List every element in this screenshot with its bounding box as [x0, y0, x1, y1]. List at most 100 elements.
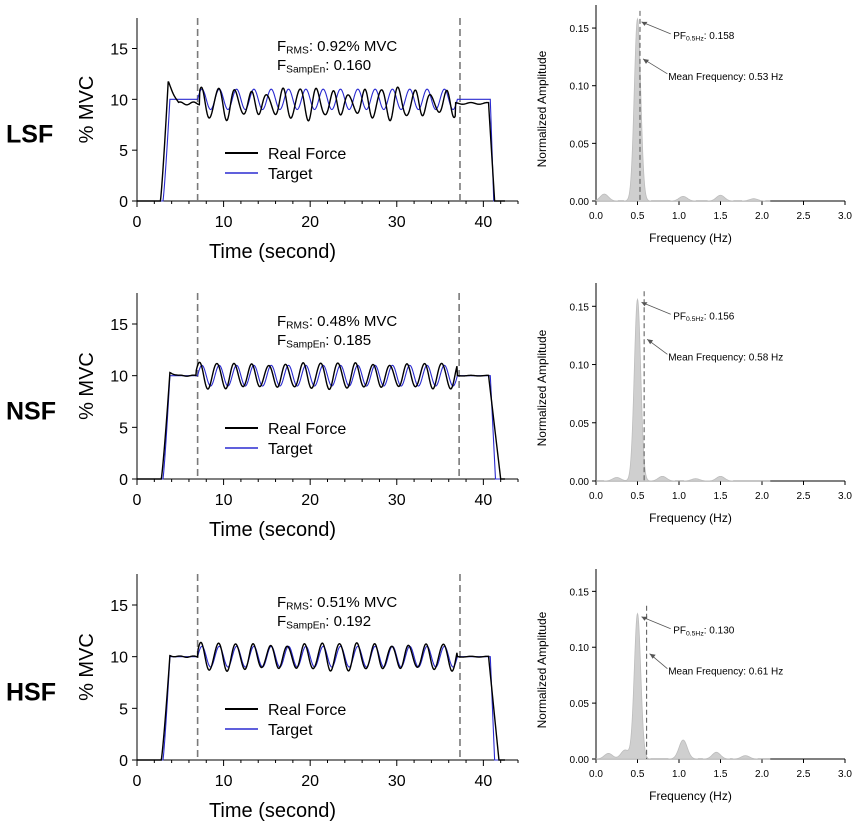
spectrum-y-tick-label: 0.15 [570, 302, 590, 313]
spectrum-x-tick-label: 1.5 [714, 211, 728, 222]
sampen-annotation-prefix: F [277, 613, 286, 630]
pf-arrow-head [641, 616, 648, 621]
force-x-axis-label: Time (second) [209, 519, 336, 541]
spectrum-y-axis-label: Normalized Amplitude [535, 329, 549, 446]
row-label: NSF [6, 397, 56, 425]
rms-annotation: FRMS: 0.48% MVC [277, 313, 397, 332]
sampen-annotation-value: : 0.192 [325, 613, 371, 630]
spectrum-x-tick-label: 1.0 [672, 769, 686, 780]
spectrum-x-tick-label: 1.5 [714, 491, 728, 502]
spectrum-y-tick-label: 0.05 [570, 419, 590, 430]
sampen-annotation-prefix: F [277, 57, 286, 74]
spectrum-x-tick-label: 0.0 [589, 491, 603, 502]
force-y-axis-label: % MVC [76, 76, 98, 144]
target-line [137, 88, 506, 202]
pf-annotation: PF0.5Hz: 0.158 [673, 31, 735, 43]
spectrum-area [596, 297, 771, 482]
spectrum-y-tick-label: 0.10 [570, 361, 590, 372]
spectrum-chart: 0.00 0.05 0.10 0.15 0.0 0.5 1.0 1.5 2.0 2.5 3.0 Fre… [535, 5, 852, 245]
force-x-tick-label: 20 [301, 773, 319, 790]
sampen-annotation-value: : 0.160 [325, 57, 371, 74]
pf-annotation-subscript: 0.5Hz [686, 36, 704, 43]
pf-annotation-value: : 0.156 [704, 311, 735, 322]
pf-annotation-value: : 0.130 [704, 626, 735, 637]
force-y-tick-label: 0 [119, 753, 128, 770]
pf-arrow-head [641, 302, 648, 307]
row-nsf: NSF 0 5 10 15 0 10 20 30 40 Time (second) % MVC FRMS… [6, 283, 852, 541]
spectrum-chart: 0.00 0.05 0.10 0.15 0.0 0.5 1.0 1.5 2.0 2.5 3.0 Fre… [535, 569, 852, 803]
spectrum-y-axis-label: Normalized Amplitude [535, 50, 549, 167]
rms-annotation-prefix: F [277, 38, 286, 55]
spectrum-x-tick-label: 3.0 [838, 211, 852, 222]
force-x-tick-label: 0 [133, 492, 142, 509]
rms-annotation-subscript: RMS [286, 321, 309, 332]
force-y-tick-label: 0 [119, 472, 128, 489]
pf-annotation: PF0.5Hz: 0.156 [673, 311, 735, 323]
spectrum-y-tick-label: 0.00 [570, 755, 590, 766]
real-force-line [137, 641, 506, 761]
force-y-tick-label: 10 [110, 650, 128, 667]
pf-annotation: PF0.5Hz: 0.130 [673, 626, 735, 638]
spectrum-area [595, 612, 771, 760]
pf-arrow [641, 616, 671, 630]
spectrum-y-tick-label: 0.05 [570, 139, 590, 150]
spectrum-x-tick-label: 0.5 [631, 769, 645, 780]
row-hsf: HSF 0 5 10 15 0 10 20 30 40 Time (second) % MVC FRMS… [6, 569, 852, 822]
force-x-tick-label: 20 [301, 214, 319, 231]
force-y-tick-label: 15 [110, 42, 128, 59]
pf-annotation-prefix: PF [673, 31, 686, 42]
spectrum-x-tick-label: 2.5 [797, 491, 811, 502]
legend-target-label: Target [268, 722, 313, 739]
force-y-tick-label: 0 [119, 194, 128, 211]
spectrum-x-tick-label: 0.5 [631, 491, 645, 502]
force-y-tick-label: 15 [110, 598, 128, 615]
force-x-axis-label: Time (second) [209, 241, 336, 263]
force-y-tick-label: 5 [119, 143, 128, 160]
row-label: HSF [6, 678, 56, 706]
spectrum-x-tick-label: 2.0 [755, 769, 769, 780]
force-x-tick-label: 30 [388, 773, 406, 790]
pf-annotation-prefix: PF [673, 626, 686, 637]
force-y-tick-label: 10 [110, 369, 128, 386]
spectrum-x-tick-label: 0.0 [589, 211, 603, 222]
pf-annotation-prefix: PF [673, 311, 686, 322]
force-x-axis-label: Time (second) [209, 800, 336, 822]
rms-annotation-value: : 0.92% MVC [309, 38, 398, 55]
spectrum-y-axis-label: Normalized Amplitude [535, 611, 549, 728]
spectrum-y-tick-label: 0.05 [570, 699, 590, 710]
force-x-tick-label: 10 [215, 492, 233, 509]
pf-annotation-subscript: 0.5Hz [686, 631, 704, 638]
spectrum-y-tick-label: 0.00 [570, 197, 590, 208]
force-x-tick-label: 40 [474, 773, 492, 790]
sampen-annotation-subscript: SampEn [286, 65, 325, 76]
spectrum-x-axis-label: Frequency (Hz) [649, 231, 732, 245]
pf-arrow [641, 301, 671, 315]
force-y-tick-label: 10 [110, 92, 128, 109]
force-x-tick-label: 40 [474, 492, 492, 509]
legend-target-label: Target [268, 441, 313, 458]
spectrum-y-tick-label: 0.10 [570, 643, 590, 654]
rms-annotation-prefix: F [277, 313, 286, 330]
spectrum-area [595, 17, 771, 202]
mean-frequency-annotation: Mean Frequency: 0.53 Hz [668, 72, 783, 83]
spectrum-x-tick-label: 3.0 [838, 769, 852, 780]
mean-frequency-arrow-head [649, 653, 656, 659]
pf-annotation-subscript: 0.5Hz [686, 316, 704, 323]
force-x-tick-label: 0 [133, 773, 142, 790]
spectrum-x-tick-label: 1.0 [672, 211, 686, 222]
pf-annotation-value: : 0.158 [704, 31, 735, 42]
spectrum-x-axis-label: Frequency (Hz) [649, 511, 732, 525]
spectrum-x-tick-label: 2.0 [755, 211, 769, 222]
rms-annotation-prefix: F [277, 594, 286, 611]
force-x-tick-label: 30 [388, 214, 406, 231]
spectrum-x-tick-label: 2.5 [797, 211, 811, 222]
row-lsf: LSF 0 5 10 15 0 10 20 30 40 Time (second) % MVC FRMS… [6, 5, 852, 263]
legend-real-force-label: Real Force [268, 146, 346, 163]
spectrum-y-tick-label: 0.00 [570, 477, 590, 488]
rms-annotation: FRMS: 0.51% MVC [277, 594, 397, 613]
sampen-annotation: FSampEn: 0.160 [277, 57, 371, 76]
pf-arrow-head [641, 21, 648, 26]
